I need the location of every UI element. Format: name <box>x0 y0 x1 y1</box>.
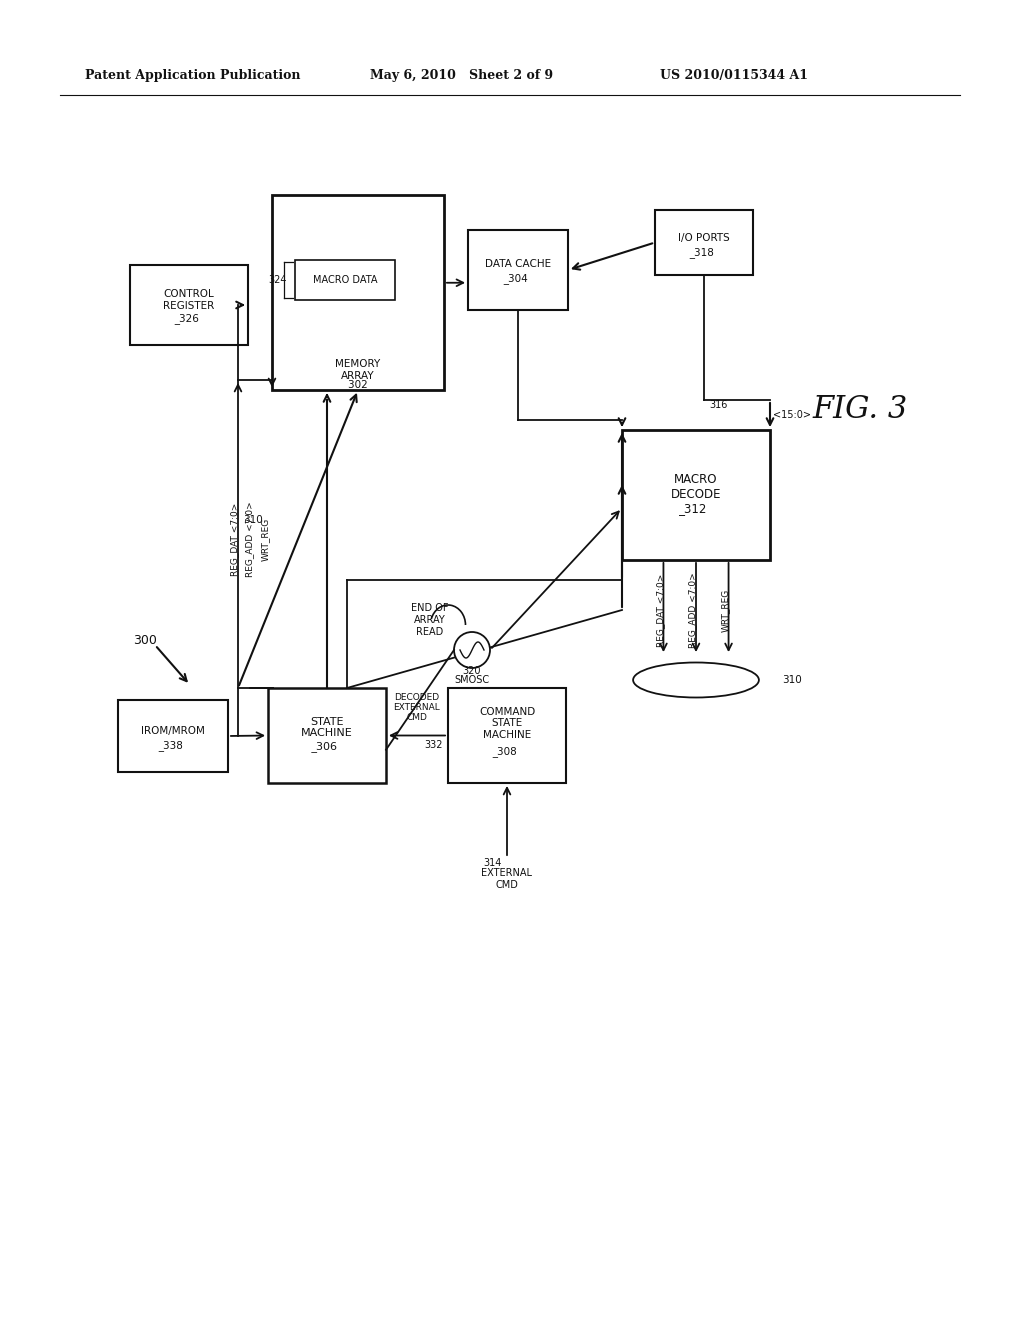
Bar <box>622 430 770 560</box>
Text: DECODED
EXTERNAL
CMD: DECODED EXTERNAL CMD <box>393 693 440 722</box>
Text: REG_ADD <7:0>: REG_ADD <7:0> <box>688 572 697 648</box>
Text: IROM/MROM: IROM/MROM <box>141 726 205 737</box>
Text: 322: 322 <box>462 634 480 643</box>
Bar <box>130 265 248 345</box>
Text: WRT_REG: WRT_REG <box>721 589 730 632</box>
Text: EXTERNAL
CMD: EXTERNAL CMD <box>481 869 532 890</box>
Text: 300: 300 <box>133 634 157 647</box>
Text: May 6, 2010   Sheet 2 of 9: May 6, 2010 Sheet 2 of 9 <box>370 69 553 82</box>
Bar <box>118 700 228 772</box>
Text: CONTROL
REGISTER: CONTROL REGISTER <box>164 289 215 310</box>
Text: I/O PORTS: I/O PORTS <box>678 232 730 243</box>
Text: MEMORY
ARRAY: MEMORY ARRAY <box>336 359 381 380</box>
Bar <box>449 688 566 783</box>
Text: 314: 314 <box>482 858 501 869</box>
Circle shape <box>454 632 490 668</box>
Text: WRT_REG: WRT_REG <box>260 517 269 561</box>
Text: COMMAND
STATE
MACHINE: COMMAND STATE MACHINE <box>479 708 536 741</box>
Text: 310: 310 <box>243 515 263 525</box>
Text: FIG. 3: FIG. 3 <box>812 395 907 425</box>
Text: REG_DAT <7:0>: REG_DAT <7:0> <box>230 503 240 576</box>
Text: 324: 324 <box>268 275 288 285</box>
Bar <box>468 230 568 310</box>
Text: REG_ADD <7:0>: REG_ADD <7:0> <box>246 502 255 577</box>
Text: 332: 332 <box>425 741 443 751</box>
Text: Patent Application Publication: Patent Application Publication <box>85 69 300 82</box>
Text: <15:0>: <15:0> <box>773 411 811 420</box>
Text: 316: 316 <box>709 400 727 411</box>
Text: ̲302: ̲302 <box>348 380 368 391</box>
Ellipse shape <box>633 663 759 697</box>
Bar <box>295 260 395 300</box>
Text: ̲312: ̲312 <box>685 503 708 516</box>
Bar <box>268 688 386 783</box>
Bar <box>655 210 753 275</box>
Text: MACRO
DECODE: MACRO DECODE <box>671 473 721 502</box>
Bar <box>272 195 444 389</box>
Text: SMOSC: SMOSC <box>455 675 489 685</box>
Text: DATA CACHE: DATA CACHE <box>485 259 551 269</box>
Text: US 2010/0115344 A1: US 2010/0115344 A1 <box>660 69 808 82</box>
Text: 320: 320 <box>463 667 481 676</box>
Text: ̲304: ̲304 <box>508 273 528 284</box>
Text: ̲326: ̲326 <box>179 314 199 325</box>
Text: ̲338: ̲338 <box>163 741 183 751</box>
Text: REG_DAT <7:0>: REG_DAT <7:0> <box>656 573 665 647</box>
Text: ̲318: ̲318 <box>694 247 714 257</box>
Text: 310: 310 <box>782 675 802 685</box>
Text: MACRO DATA: MACRO DATA <box>312 275 377 285</box>
Text: ̲308: ̲308 <box>497 746 517 756</box>
Text: STATE
MACHINE: STATE MACHINE <box>301 717 353 738</box>
Text: ̲306: ̲306 <box>316 741 338 752</box>
Text: END OF
ARRAY
READ: END OF ARRAY READ <box>412 603 449 636</box>
